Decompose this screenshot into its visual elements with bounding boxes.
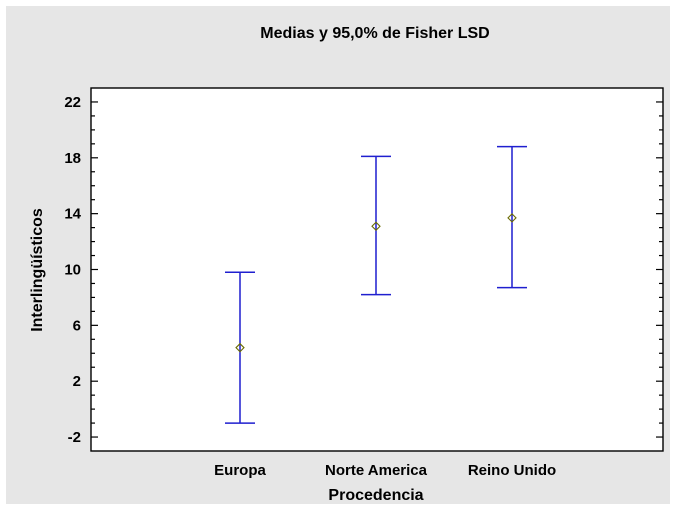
y-tick-label: 6 [73,317,81,334]
mean-marker [507,213,517,223]
plot-area [90,87,664,452]
y-axis: -2 2 6 10 14 18 22 [64,94,663,446]
error-bar-series [225,145,527,424]
y-axis-label: Interlingüísticos [29,208,46,332]
x-tick-label: Reino Unido [468,462,556,479]
y-tick-label: 2 [73,373,81,390]
y-tick-label: 14 [64,206,81,223]
mean-marker [235,342,245,353]
y-tick-label: 10 [64,262,81,279]
x-tick-label: Europa [214,462,266,479]
x-axis-label: Procedencia [328,487,423,504]
mean-marker [371,221,381,231]
chart-title: Medias y 95,0% de Fisher LSD [260,25,489,42]
y-tick-label: -2 [68,429,81,446]
x-tick-label: Norte America [325,462,428,479]
y-tick-label: 18 [64,150,81,167]
y-tick-label: 22 [64,94,81,111]
x-axis: Europa Norte America Reino Unido [214,462,556,479]
